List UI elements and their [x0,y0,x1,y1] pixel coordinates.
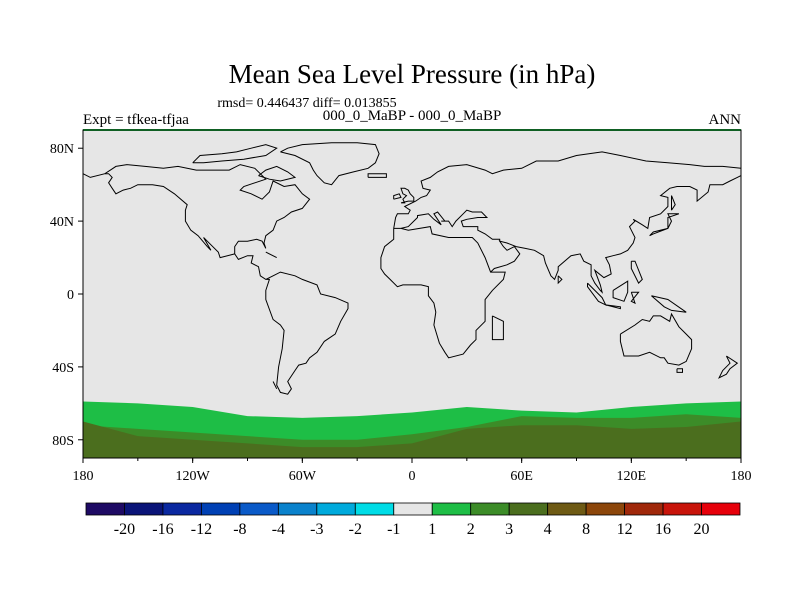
coastline [104,173,235,259]
colorbar-label: 1 [428,521,436,538]
coastline [490,175,741,294]
coastline [491,315,504,341]
x-tick-label: 60E [510,469,533,484]
coastline [280,142,380,186]
colorbar: -20 -16 -12 -8 -4 -3 -2 -1 1 2 3 4 8 12 16 20 [85,502,741,538]
season-label: ANN [709,112,742,128]
coastline [367,173,387,178]
colorbar-swatch [85,502,125,516]
x-tick-label: 120E [617,469,647,484]
coastline [393,151,741,229]
coastline [649,213,680,237]
colorbar-swatch [354,502,395,516]
colorbar-swatch [316,502,356,516]
colorbar-swatch [470,502,510,516]
stats-line: rmsd= 0.446437 diff= 0.013855 [217,96,396,111]
coastline [380,226,506,359]
colorbar-swatch [701,502,741,516]
coastline [605,304,621,310]
coastline [400,187,415,204]
coastline [630,291,640,305]
colorbar-label: -2 [349,521,362,538]
colorbar-label: -1 [387,521,400,538]
colorbar-label: -16 [152,521,173,538]
coastline [587,282,607,306]
colorbar-swatch [393,502,433,516]
coastline [400,209,501,242]
coastline [612,280,629,302]
colorbar-label: -20 [114,521,135,538]
coastline [671,195,676,211]
colorbar-label: -12 [191,521,212,538]
coastline [676,368,683,373]
experiment-label: Expt = tfkea-tfjaa [83,112,189,128]
x-tick-label: 0 [409,469,416,484]
x-axis: 180 120W 60W 0 60E 120E 180 [73,458,752,484]
x-tick-label: 120W [176,469,211,484]
field-band-4 [83,421,741,458]
coastline [272,381,278,390]
colorbar-label: 3 [505,521,513,538]
colorbar-swatch [431,502,472,516]
chart-title: Mean Sea Level Pressure (in hPa) [229,59,596,89]
coastline [718,355,739,379]
coastline [651,295,687,313]
coastline [192,144,278,164]
x-tick-label: 60W [289,469,317,484]
colorbar-swatch [508,502,549,516]
y-tick-label: 40N [50,215,74,230]
colorbar-swatch [201,502,241,516]
coastlines [83,142,741,395]
colorbar-label: 8 [582,521,590,538]
x-tick-label: 180 [731,469,752,484]
map-background [83,130,741,458]
y-tick-label: 0 [67,288,74,303]
coastline [619,312,693,366]
colorbar-swatch [239,502,279,516]
colorbar-swatch [547,502,587,516]
colorbar-label: 16 [655,521,671,538]
colorbar-label: 4 [544,521,552,538]
coastline [393,193,402,200]
colorbar-swatch [662,502,702,516]
colorbar-label: 20 [694,521,710,538]
y-tick-label: 40S [52,361,74,376]
coastline [557,275,563,285]
field-bands [83,401,741,458]
coastline [265,251,277,259]
y-axis: 80N 40N 0 40S 80S [50,142,83,449]
colorbar-swatch [624,502,664,516]
colorbar-label: -8 [233,521,246,538]
colorbar-swatch [124,502,164,516]
colorbar-label: 12 [617,521,633,538]
colorbar-swatch [162,502,202,516]
y-tick-label: 80S [52,434,74,449]
y-tick-label: 80N [50,142,74,157]
colorbar-swatch [277,502,318,516]
colorbar-swatch [585,502,625,516]
x-tick-label: 180 [73,469,94,484]
coastline [258,165,297,182]
coastline [630,260,643,284]
colorbar-label: -3 [310,521,323,538]
colorbar-label: 2 [467,521,475,538]
colorbar-label: -4 [272,521,285,538]
chart-subtitle: 000_0_MaBP - 000_0_MaBP [323,108,502,124]
